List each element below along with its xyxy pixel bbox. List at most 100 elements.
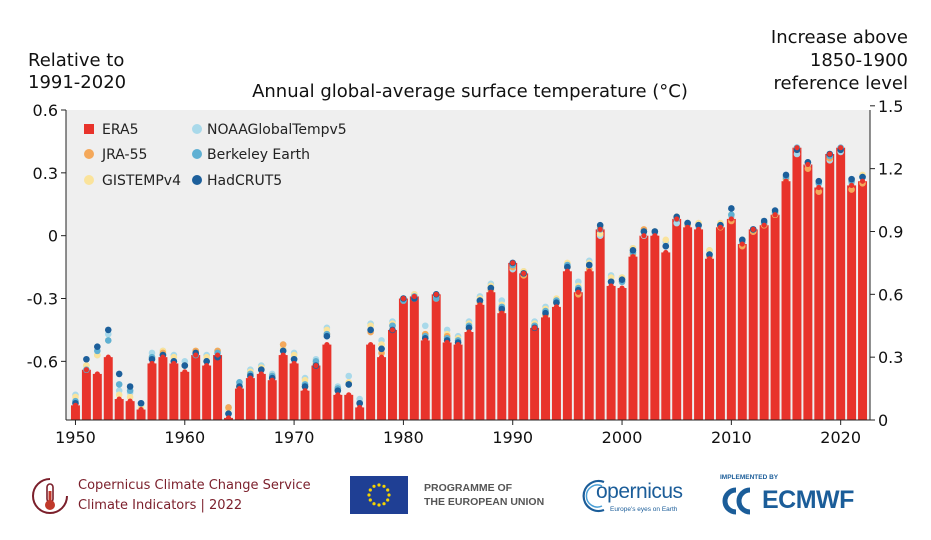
dot-hadcrut5 [334,387,342,394]
dot-era5 [619,285,625,291]
era5-bar [486,292,496,420]
dot-hadcrut5 [258,366,265,374]
dot-era5 [695,226,702,232]
era5-bar [595,229,605,420]
legend-dot-jra55 [84,149,94,159]
dot-jra-55 [279,341,287,348]
right-tick-label: 0.3 [878,348,903,367]
era5-bar [803,164,813,420]
era5-bar [836,147,846,420]
x-tick-label: 1990 [492,428,533,447]
left-tick-label: 0.6 [33,101,58,120]
era5-bar [551,306,561,420]
dot-hadcrut5 [126,383,134,390]
era5-bar [519,273,529,420]
dot-era5 [586,268,592,274]
dot-era5 [761,222,767,228]
implemented-by-label: IMPLEMENTED BY [720,474,779,481]
era5-bar [344,394,354,420]
dot-hadcrut5 [345,381,353,388]
dot-hadcrut5 [225,410,232,418]
dot-hadcrut5 [115,370,123,378]
left-tick-label: 0 [48,227,58,246]
dot-hadcrut5 [83,355,90,363]
dot-era5 [225,415,232,421]
dot-hadcrut5 [323,332,331,340]
era5-bar [388,329,397,420]
dot-era5 [630,254,636,260]
era5-bar [628,256,638,420]
dot-era5 [608,283,614,289]
dot-berkeley-earth [728,211,735,219]
dot-hadcrut5 [94,343,101,350]
dot-noaaglobaltempv5 [345,372,353,380]
dot-era5 [149,360,155,367]
era5-bar [322,344,332,420]
legend-label-era5: ERA5 [102,122,139,138]
dot-jra-55 [815,188,823,195]
right-tick-label: 0.6 [878,285,903,304]
right-axis-label-line-2: 1850-1900 [810,50,908,71]
era5-bar [694,229,704,420]
dot-era5 [193,352,199,358]
era5-bar [683,227,693,420]
legend-dot-noaa [192,124,202,134]
dataset-dots [72,144,866,421]
dot-era5 [466,329,472,335]
c3s-subtitle: Climate Indicators | 2022 [78,498,243,513]
dot-era5 [171,360,177,367]
era5-bar [300,390,310,420]
dot-hadcrut5 [618,276,626,283]
left-axis-label-line-1: Relative to [28,50,124,71]
dot-gistempv4 [126,393,134,401]
dot-hadcrut5 [137,399,145,407]
dot-hadcrut5 [684,219,691,227]
dot-hadcrut5 [148,355,156,363]
left-tick-label: -0.6 [27,352,58,371]
dot-hadcrut5 [706,251,713,258]
dot-hadcrut5 [476,297,484,304]
dot-hadcrut5 [203,358,210,365]
era5-bar [715,227,725,420]
dot-era5 [258,371,264,377]
dot-era5 [400,295,407,302]
dot-hadcrut5 [629,247,637,254]
era5-bar [672,218,682,420]
dot-era5 [641,233,647,239]
era5-bar [125,401,135,420]
era5-bar [180,371,190,420]
legend-dot-hadcrut [192,175,202,185]
ecmwf-symbol-icon [722,487,751,515]
era5-bar [748,229,758,420]
right-tick-label: 0.9 [878,222,903,241]
era5-bar [530,327,540,420]
dot-hadcrut5 [848,175,855,183]
legend: ERA5 JRA-55 GISTEMPv4 NOAAGlobalTempv5 B… [84,122,347,189]
dot-hadcrut5 [487,284,495,292]
dot-hadcrut5 [651,228,659,235]
era5-bar [147,363,157,420]
dot-gistempv4 [115,391,123,399]
era5-bar [92,373,102,420]
era5-bar [541,317,550,420]
dot-hadcrut5 [771,207,779,214]
eu-stars-icon [367,483,391,507]
dot-era5 [477,302,483,308]
dot-era5 [313,362,319,369]
era5-bar [202,365,212,420]
era5-bar [705,258,714,420]
dot-era5 [521,270,527,276]
dot-era5 [378,354,385,360]
dot-era5 [564,268,570,274]
era5-bar [584,271,594,420]
dot-berkeley-earth [115,381,123,388]
era5-bar [158,357,168,420]
dot-berkeley-earth [104,337,112,344]
dot-hadcrut5 [301,383,309,390]
era5-bar [70,405,80,420]
era5-bar [355,407,365,420]
dot-era5 [433,291,439,297]
dot-era5 [105,354,111,360]
dot-hadcrut5 [596,221,604,229]
right-tick-label: 1.2 [878,160,903,179]
